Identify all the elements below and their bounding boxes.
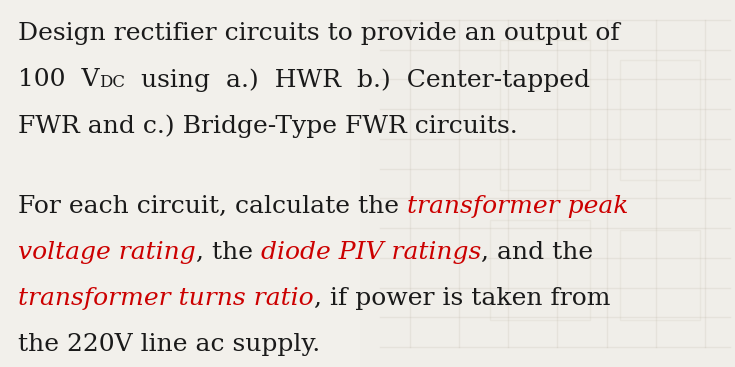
Bar [620,60,700,180]
Text: transformer turns ratio: transformer turns ratio [18,287,314,310]
Text: , and the: , and the [481,241,593,264]
Text: diode PIV ratings: diode PIV ratings [261,241,481,264]
Text: FWR and c.) Bridge-Type FWR circuits.: FWR and c.) Bridge-Type FWR circuits. [18,114,517,138]
Text: voltage rating: voltage rating [18,241,196,264]
Text: , if power is taken from: , if power is taken from [314,287,610,310]
Text: Design rectifier circuits to provide an output of: Design rectifier circuits to provide an … [18,22,620,45]
Text: For each circuit, calculate the: For each circuit, calculate the [18,195,407,218]
Bar [490,220,590,320]
Text: DC: DC [99,74,126,91]
Bar [500,40,590,190]
FancyBboxPatch shape [360,0,735,367]
Text: , the: , the [196,241,261,264]
Text: transformer peak: transformer peak [407,195,628,218]
Text: using  a.)  HWR  b.)  Center-tapped: using a.) HWR b.) Center-tapped [126,68,590,91]
Text: the 220V line ac supply.: the 220V line ac supply. [18,333,320,356]
Bar [620,230,700,320]
Text: 100  V: 100 V [18,68,99,91]
